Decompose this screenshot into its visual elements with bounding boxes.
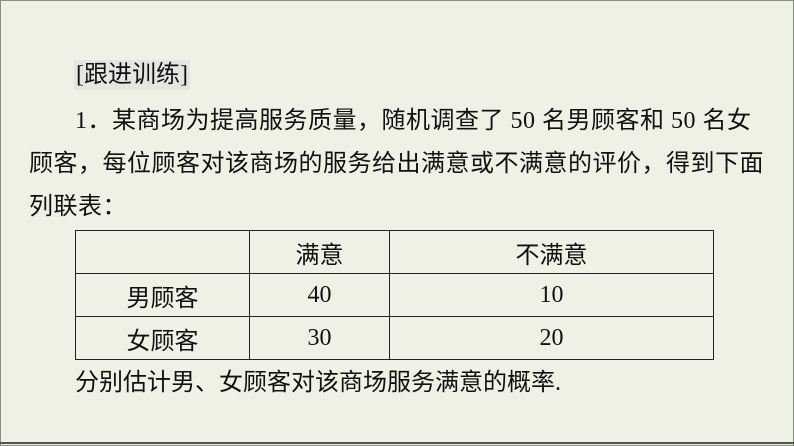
table-cell: 10 <box>389 273 714 317</box>
table-row: 女顾客 30 20 <box>75 316 714 360</box>
problem-text: 1．某商场为提高服务质量，随机调查了 50 名男顾客和 50 名女顾客，每位顾客… <box>29 108 764 220</box>
table-cell: 20 <box>389 316 714 360</box>
table-header-cell: 满意 <box>249 230 390 274</box>
table-cell: 30 <box>249 316 390 360</box>
table-row: 男顾客 40 10 <box>75 273 714 317</box>
table-cell: 男顾客 <box>75 273 250 317</box>
contingency-table: 满意 不满意 男顾客 40 10 女顾客 30 20 <box>75 230 714 360</box>
table-header-row: 满意 不满意 <box>75 230 714 274</box>
section-tag: [跟进训练] <box>74 60 190 90</box>
table-header-cell: 不满意 <box>389 230 714 274</box>
table-cell: 40 <box>249 273 390 317</box>
question-text: 分别估计男、女顾客对该商场服务满意的概率. <box>75 370 561 396</box>
table-header-cell <box>75 230 250 274</box>
table-cell: 女顾客 <box>75 316 250 360</box>
divider <box>0 442 794 444</box>
